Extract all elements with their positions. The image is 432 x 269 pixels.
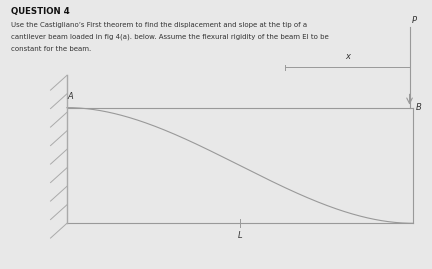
Text: L: L bbox=[238, 231, 242, 240]
Text: B: B bbox=[416, 103, 422, 112]
Text: cantilever beam loaded in fig 4(a). below. Assume the flexural rigidity of the b: cantilever beam loaded in fig 4(a). belo… bbox=[11, 34, 329, 40]
Text: constant for the beam.: constant for the beam. bbox=[11, 46, 91, 52]
Text: QUESTION 4: QUESTION 4 bbox=[11, 7, 70, 16]
Text: x: x bbox=[345, 52, 350, 61]
Text: P: P bbox=[412, 16, 417, 25]
Text: A: A bbox=[68, 92, 73, 101]
Text: Use the Castigliano’s First theorem to find the displacement and slope at the ti: Use the Castigliano’s First theorem to f… bbox=[11, 22, 307, 27]
